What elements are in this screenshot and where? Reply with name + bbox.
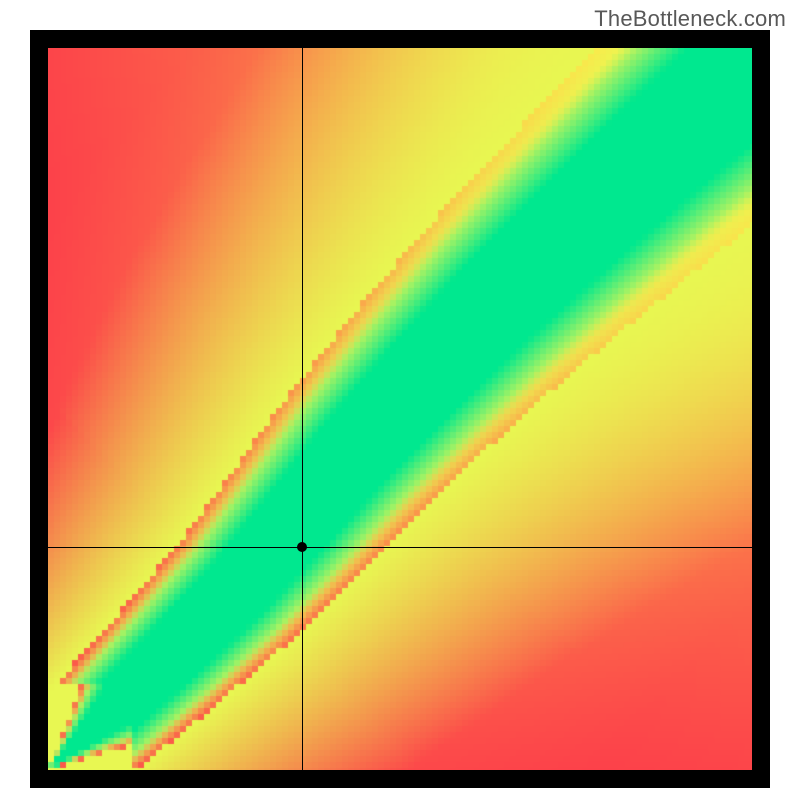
watermark-text: TheBottleneck.com (594, 6, 786, 32)
heatmap-canvas (48, 48, 752, 770)
chart-container: TheBottleneck.com (0, 0, 800, 800)
crosshair-marker-dot (297, 542, 307, 552)
chart-frame (30, 30, 770, 788)
crosshair-horizontal (48, 547, 752, 548)
crosshair-vertical (302, 48, 303, 770)
